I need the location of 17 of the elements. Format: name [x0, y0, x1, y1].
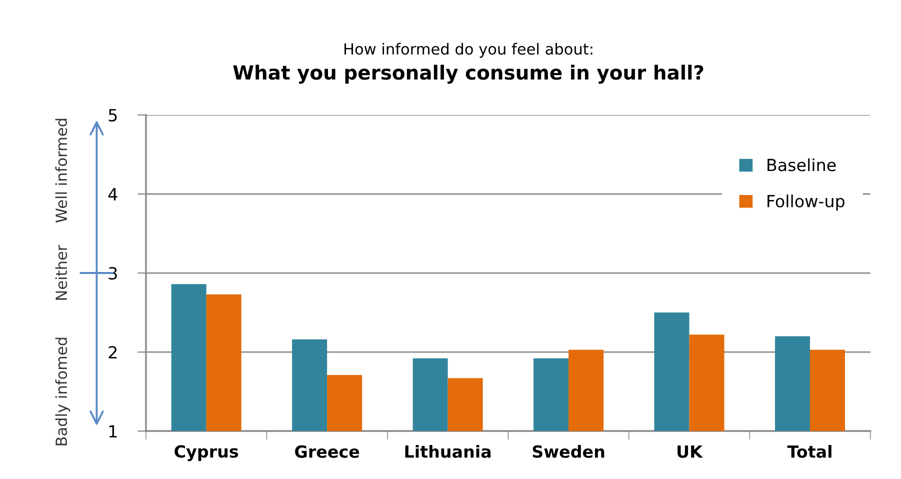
y-tick-label: 4 — [108, 188, 118, 200]
x-tick-label: Cyprus — [174, 445, 238, 462]
x-tick-label: Total — [787, 444, 832, 458]
text: Badly infomed — [55, 338, 70, 446]
y-tick-label: 2 — [108, 346, 117, 358]
legend-label: Follow-up — [768, 194, 844, 211]
text: Neither — [55, 244, 68, 300]
x-tick-label: Sweden — [532, 444, 604, 458]
chart-subtitle: How informed do you feel about: — [344, 42, 592, 58]
x-tick-label: Greece — [295, 445, 360, 458]
y-tick-label: 1 — [109, 425, 117, 438]
x-tick-label: UK — [678, 446, 703, 458]
text: Well informed — [55, 118, 68, 223]
x-tick-label: Lithuania — [405, 444, 491, 458]
y-tick-label: 5 — [108, 109, 117, 122]
chart-title: What you personally consume in your hall? — [233, 64, 704, 84]
legend-label: Baseline — [768, 158, 836, 172]
